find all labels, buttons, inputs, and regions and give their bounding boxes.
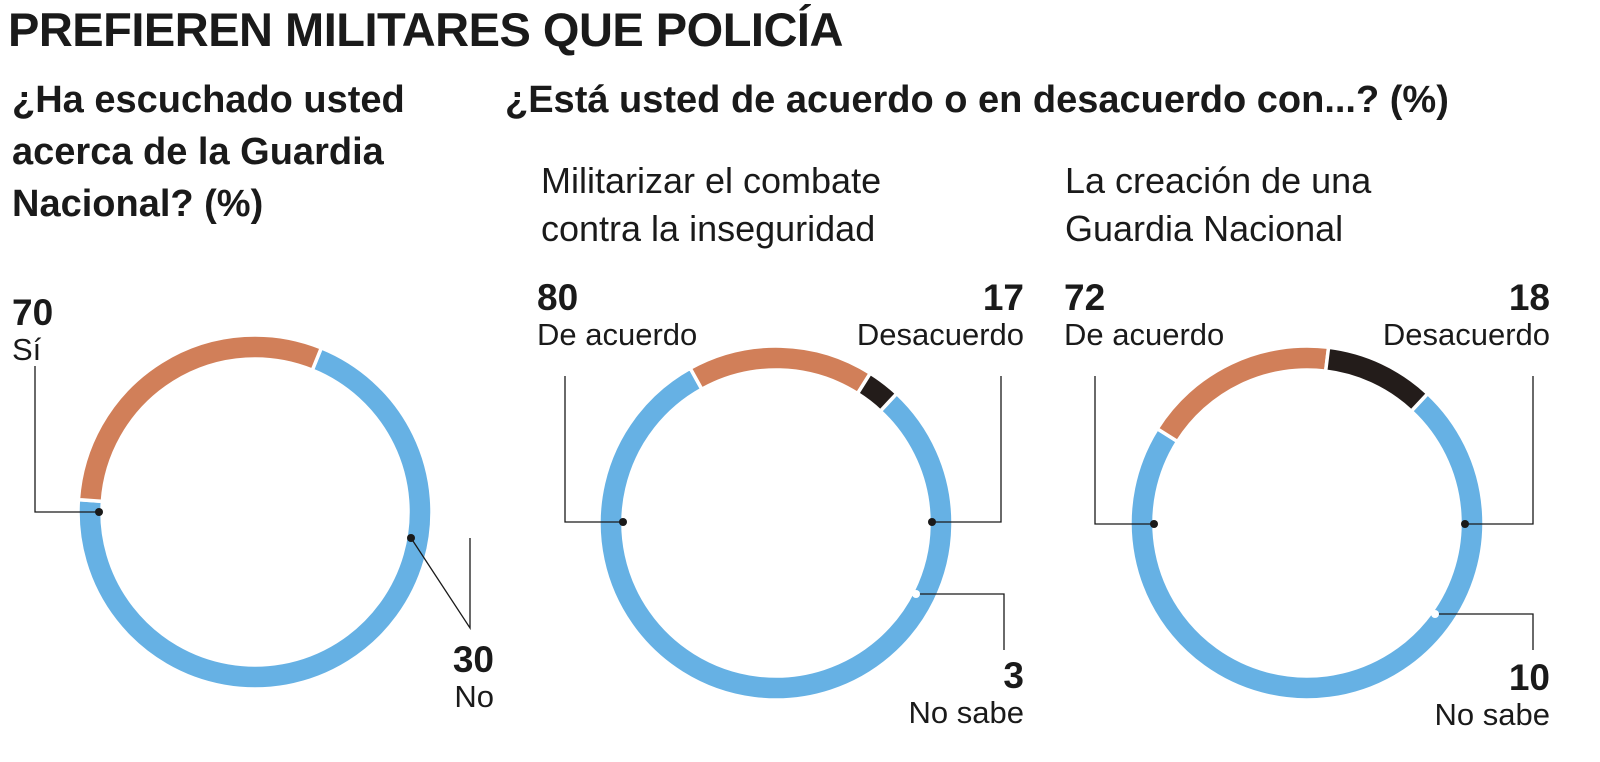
leader-line-2-3 (916, 593, 1005, 650)
slice-2-3 (855, 370, 900, 414)
headline: PREFIEREN MILITARES QUE POLICÍA (8, 3, 843, 56)
leader-dot-3-2 (1461, 520, 1469, 528)
slice-3-1 (1128, 391, 1486, 702)
value-label-3-3: 10 (1509, 657, 1550, 698)
leader-line-1-2 (410, 537, 471, 631)
slice-1-2 (76, 333, 324, 504)
value-label-2-3: 3 (1003, 655, 1024, 696)
value-label-2-2: 17 (983, 277, 1024, 318)
slice-2-1 (597, 365, 955, 702)
subtitle-militarizar: Militarizar el combate contra la insegur… (541, 160, 882, 249)
series-label-2-2: Desacuerdo (857, 317, 1024, 352)
slice-1-1 (76, 345, 434, 691)
slice-2-2 (687, 344, 873, 396)
leader-dot-1-1 (95, 508, 103, 516)
leader-line-1-1 (34, 366, 99, 513)
series-label-3-2: Desacuerdo (1383, 317, 1550, 352)
leader-line-3-3 (1435, 613, 1534, 650)
leader-dot-3-3 (1431, 610, 1439, 618)
subtitle-guardia: La creación de una Guardia Nacional (1065, 160, 1372, 249)
series-label-1-2: No (454, 679, 494, 714)
slice-3-2 (1154, 344, 1331, 444)
leader-dot-2-2 (928, 518, 936, 526)
series-label-3-3: No sabe (1435, 697, 1550, 732)
question-awareness: ¿Ha escuchado usted acerca de la Guardia… (12, 79, 405, 225)
value-label-3-2: 18 (1509, 277, 1550, 318)
slice-3-3 (1323, 345, 1431, 414)
leader-dot-2-3 (912, 590, 920, 598)
value-label-2-1: 80 (537, 277, 578, 318)
leader-dot-1-2 (407, 534, 415, 542)
leader-line-2-1 (564, 376, 623, 523)
leader-dot-2-1 (619, 518, 627, 526)
leader-line-3-1 (1094, 376, 1154, 525)
leader-line-2-2 (932, 376, 1002, 523)
series-label-2-1: De acuerdo (537, 317, 697, 352)
series-label-2-3: No sabe (909, 695, 1024, 730)
leader-line-3-2 (1465, 376, 1534, 525)
question-agreement: ¿Está usted de acuerdo o en desacuerdo c… (505, 79, 1449, 121)
series-label-3-1: De acuerdo (1064, 317, 1224, 352)
value-label-1-1: 70 (12, 292, 53, 333)
value-label-3-1: 72 (1064, 277, 1105, 318)
series-label-1-1: Sí (12, 332, 42, 367)
leader-dot-3-1 (1150, 520, 1158, 528)
value-label-1-2: 30 (453, 639, 494, 680)
